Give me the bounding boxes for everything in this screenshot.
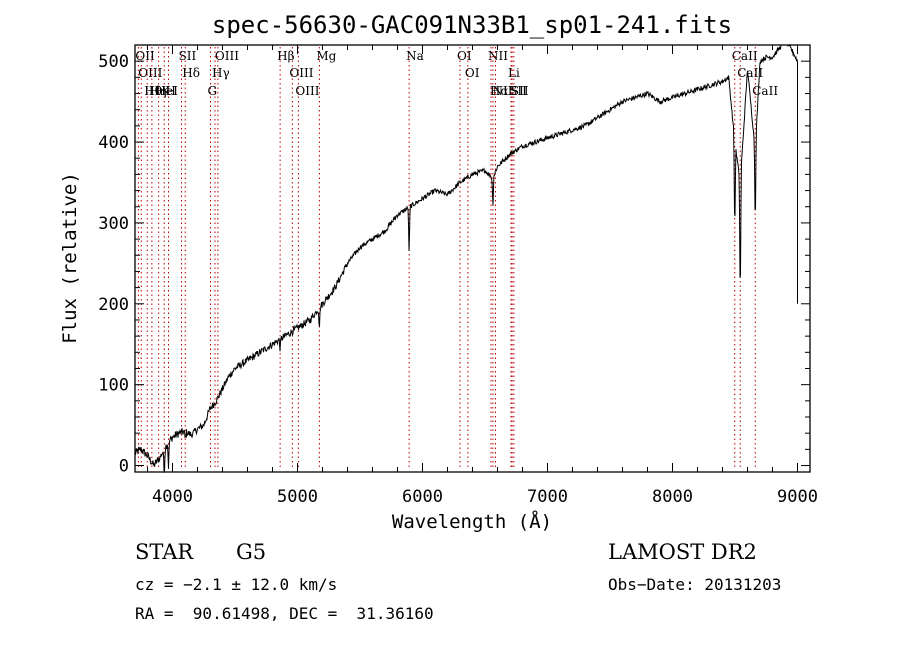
plot-frame xyxy=(134,44,811,473)
spectral-line-label: OIII xyxy=(289,66,313,80)
spectral-line-label: HeI xyxy=(156,84,179,98)
x-tick-label: 4000 xyxy=(152,487,193,507)
spectral-line-label: SII xyxy=(509,84,527,98)
redshift-cz: cz = −2.1 ± 12.0 km/s xyxy=(135,575,338,594)
spectral-line-label: K xyxy=(161,84,171,98)
spectral-line-label: Na xyxy=(406,49,424,63)
spectral-line-label: Hθ xyxy=(144,84,162,98)
y-tick-label: 200 xyxy=(98,295,129,315)
y-axis: 0 100 200 300 400 500 xyxy=(98,44,810,477)
x-axis-label: Wavelength (Å) xyxy=(392,510,552,533)
object-subclass: G5 xyxy=(236,540,267,564)
spectral-line-label: CaII xyxy=(752,84,778,98)
spectral-line-markers xyxy=(137,47,756,470)
y-tick-label: 0 xyxy=(119,457,129,477)
spectral-line-label: Li xyxy=(508,66,520,80)
survey-release: LAMOST DR2 xyxy=(608,540,757,564)
chart-title: spec-56630-GAC091N33B1_sp01-241.fits xyxy=(212,11,732,39)
y-tick-label: 400 xyxy=(98,133,129,153)
observation-date: Obs−Date: 20131203 xyxy=(608,575,782,594)
x-tick-label: 5000 xyxy=(277,487,318,507)
spectral-line-label: OIII xyxy=(138,66,162,80)
spectral-line-label: CaII xyxy=(737,66,763,80)
x-tick-label: 7000 xyxy=(527,487,568,507)
x-tick-label: 6000 xyxy=(402,487,443,507)
spectral-line-label: NII xyxy=(488,49,508,63)
spectral-line-label: Hη xyxy=(149,84,167,98)
y-tick-label: 500 xyxy=(98,52,129,72)
spectral-line-label: Mg xyxy=(316,49,336,63)
spectral-line-label: Hγ xyxy=(212,66,230,80)
spectral-line-label: Hβ xyxy=(277,49,294,63)
spectral-line-label: OII xyxy=(135,49,155,63)
spectral-line-label: OI xyxy=(465,66,480,80)
x-axis: 4000 5000 6000 7000 8000 9000 xyxy=(147,45,818,507)
object-class: STAR xyxy=(135,540,194,564)
y-tick-label: 100 xyxy=(98,376,129,396)
spectrum-line xyxy=(134,44,798,474)
spectral-line-label: SII xyxy=(179,49,197,63)
spectral-line-label: NII xyxy=(493,84,513,98)
spectral-line-label: OIII xyxy=(215,49,239,63)
spectral-line-label: Hα xyxy=(490,84,509,98)
x-tick-label: 9000 xyxy=(777,487,818,507)
spectral-line-label: OI xyxy=(457,49,472,63)
y-axis-label: Flux (relative) xyxy=(59,172,81,344)
x-tick-label: 8000 xyxy=(652,487,693,507)
spectral-line-label: OIII xyxy=(295,84,319,98)
spectral-line-label: SII xyxy=(511,84,529,98)
spectral-line-label: CaII xyxy=(732,49,758,63)
spectral-line-label: G xyxy=(208,84,218,98)
ra-dec-coordinates: RA = 90.61498, DEC = 31.36160 xyxy=(135,604,434,623)
y-tick-label: 300 xyxy=(98,214,129,234)
spectral-line-label: Hδ xyxy=(182,66,200,80)
spectral-line-label: H xyxy=(166,84,176,98)
